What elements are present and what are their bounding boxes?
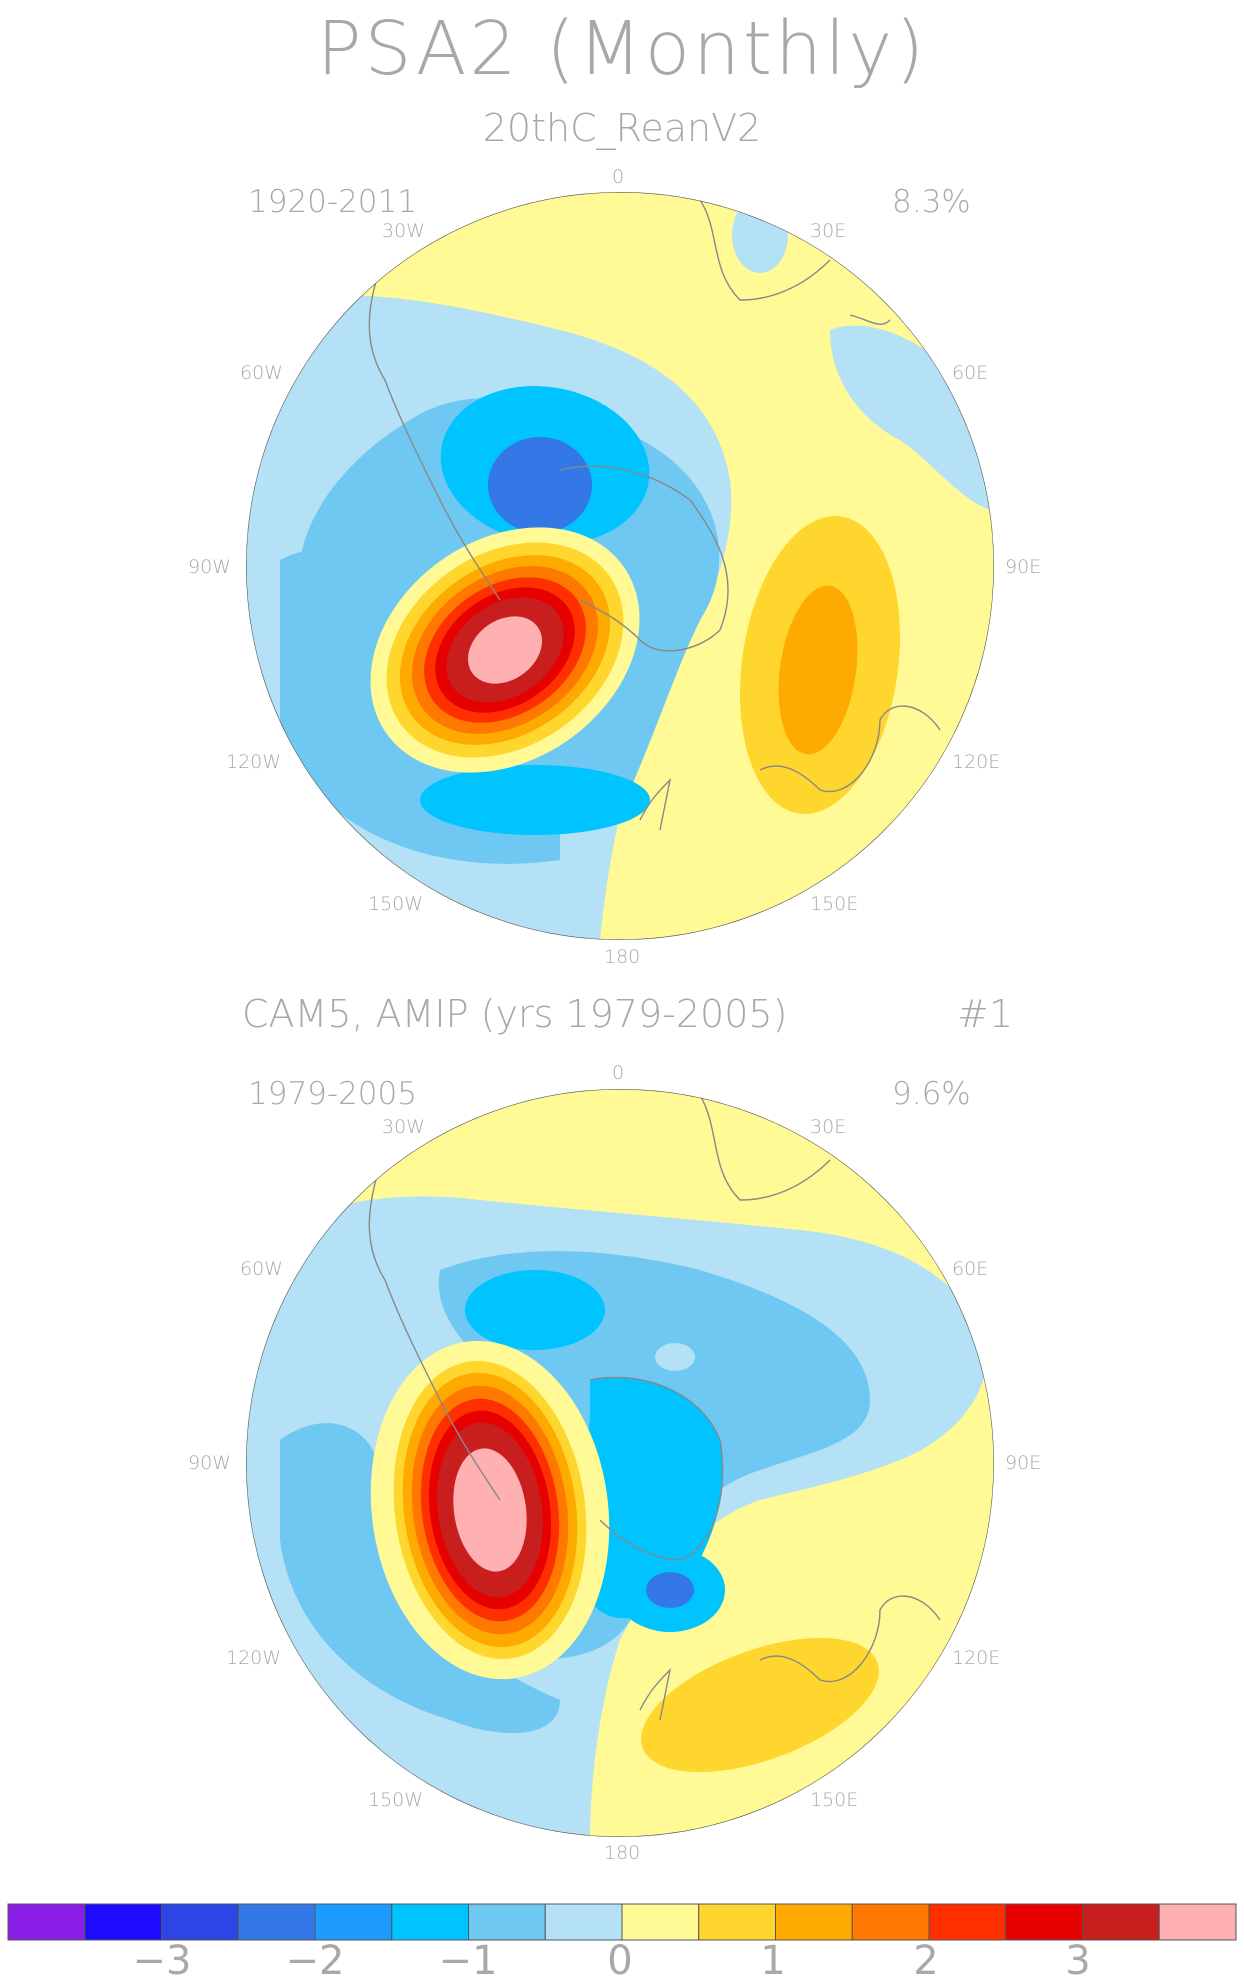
panel1-lon-150e: 150E xyxy=(810,893,859,915)
colorbar-tick-1: 1 xyxy=(760,1938,786,1984)
colorbar xyxy=(7,1903,1237,1941)
colorbar-swatch-5 xyxy=(391,1903,469,1941)
panel2-variance: 9.6% xyxy=(892,1076,971,1112)
panel2-lon-90w: 90W xyxy=(188,1452,231,1474)
panel2-lon-180: 180 xyxy=(604,1842,641,1864)
panel1-lon-0: 0 xyxy=(612,166,625,188)
panel1-lon-30e: 30E xyxy=(810,220,847,242)
panel1-lon-120w: 120W xyxy=(226,751,282,773)
panel2-lon-0: 0 xyxy=(612,1062,625,1084)
colorbar-swatch-1 xyxy=(84,1903,162,1941)
panel1-lon-150w: 150W xyxy=(368,893,424,915)
colorbar-swatch-11 xyxy=(851,1903,930,1941)
panel1-lon-180: 180 xyxy=(604,946,641,968)
panel2-lon-30w: 30W xyxy=(382,1116,425,1138)
colorbar-swatch-4 xyxy=(314,1903,393,1941)
panel2-lon-150w: 150W xyxy=(368,1789,424,1811)
panel2-lon-60w: 60W xyxy=(240,1258,283,1280)
panel1-lon-60w: 60W xyxy=(240,362,283,384)
panel2-lon-60e: 60E xyxy=(952,1258,989,1280)
colorbar-swatch-3 xyxy=(237,1903,316,1941)
panel2-lon-90e: 90E xyxy=(1005,1452,1042,1474)
panel1-lon-90w: 90W xyxy=(188,556,231,578)
colorbar-tick-neg2: −2 xyxy=(285,1938,345,1984)
panel2-lon-120e: 120E xyxy=(952,1647,1001,1669)
panel2-lon-120w: 120W xyxy=(226,1647,282,1669)
panel2-lon-150e: 150E xyxy=(810,1789,859,1811)
panel1-years: 1920-2011 xyxy=(248,184,417,220)
colorbar-tick-neg1: −1 xyxy=(438,1938,498,1984)
panel1-variance: 8.3% xyxy=(892,184,971,220)
panel2-subtitle: CAM5, AMIP (yrs 1979-2005) xyxy=(242,992,788,1036)
colorbar-swatch-2 xyxy=(161,1903,239,1941)
panel1-lon-60e: 60E xyxy=(952,362,989,384)
colorbar-tick-3: 3 xyxy=(1065,1938,1091,1984)
colorbar-swatch-9 xyxy=(698,1903,776,1941)
colorbar-tick-2: 2 xyxy=(913,1938,939,1984)
panel2-years: 1979-2005 xyxy=(248,1076,417,1112)
colorbar-swatch-7 xyxy=(544,1903,623,1941)
panel1-subtitle: 20thC_ReanV2 xyxy=(482,106,762,150)
panel1-lon-30w: 30W xyxy=(382,220,425,242)
chart-title: PSA2 (Monthly) xyxy=(316,6,928,92)
panel2-map xyxy=(246,1089,994,1837)
panel1-map xyxy=(246,192,994,940)
colorbar-swatch-10 xyxy=(775,1903,853,1941)
colorbar-swatch-13 xyxy=(1005,1903,1083,1941)
colorbar-swatch-12 xyxy=(928,1903,1007,1941)
colorbar-swatch-14 xyxy=(1082,1903,1160,1941)
panel2-lon-30e: 30E xyxy=(810,1116,847,1138)
panel1-lon-120e: 120E xyxy=(952,751,1001,773)
panel2-run-id: #1 xyxy=(957,992,1014,1036)
colorbar-swatch-0 xyxy=(7,1903,86,1941)
colorbar-swatch-15 xyxy=(1158,1903,1237,1941)
colorbar-swatch-6 xyxy=(468,1903,546,1941)
colorbar-tick-0: 0 xyxy=(607,1938,633,1984)
colorbar-tick-neg3: −3 xyxy=(132,1938,192,1984)
colorbar-swatch-8 xyxy=(621,1903,700,1941)
panel1-lon-90e: 90E xyxy=(1005,556,1042,578)
